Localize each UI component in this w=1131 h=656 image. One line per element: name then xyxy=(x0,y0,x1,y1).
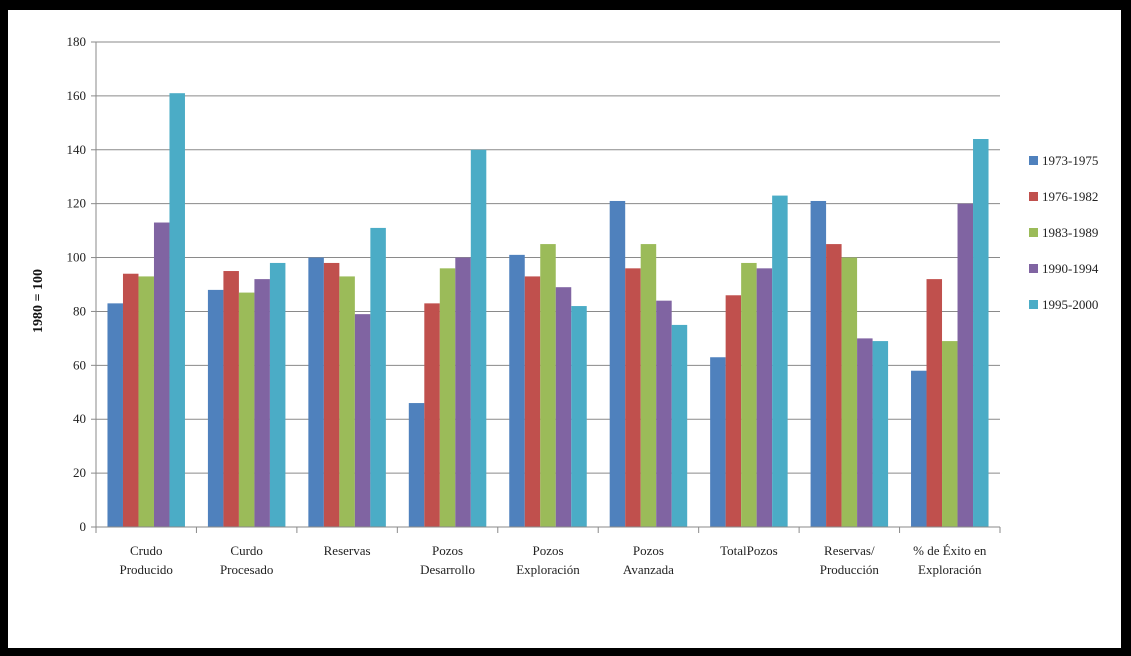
chart-frame: 0 20 40 60 80 100 120 140 160 180 Crudo Producido C… xyxy=(8,10,1121,648)
bar xyxy=(138,276,154,527)
legend-swatch xyxy=(1029,300,1038,309)
bar xyxy=(973,139,989,527)
bar xyxy=(841,257,858,527)
axes xyxy=(95,42,1001,533)
x-tick-label: Producido xyxy=(119,562,172,577)
legend-item: 1976-1982 xyxy=(1029,189,1098,204)
legend-label: 1976-1982 xyxy=(1042,189,1098,204)
bar xyxy=(223,271,239,527)
legend-label: 1995-2000 xyxy=(1042,297,1098,312)
legend-label: 1983-1989 xyxy=(1042,225,1098,240)
y-tick-label: 0 xyxy=(80,519,87,534)
bar xyxy=(455,257,471,527)
y-tick-label: 80 xyxy=(73,303,86,318)
legend: 1973-1975 1976-1982 1983-1989 1990-1994 1995… xyxy=(1029,153,1099,312)
y-tick-label: 140 xyxy=(67,142,87,157)
y-tick-label: 160 xyxy=(67,88,87,103)
bar xyxy=(439,268,456,527)
y-tick-label: 120 xyxy=(67,196,87,211)
bar xyxy=(772,195,788,528)
bar xyxy=(725,295,742,527)
bar xyxy=(370,227,386,527)
legend-item: 1990-1994 xyxy=(1029,261,1099,276)
bar xyxy=(153,222,170,527)
bar xyxy=(656,300,672,527)
legend-item: 1973-1975 xyxy=(1029,153,1098,168)
bar xyxy=(625,268,641,527)
bar xyxy=(424,303,440,527)
x-tick-label: Reservas/ xyxy=(824,543,875,558)
bar xyxy=(207,289,224,527)
x-tick-label: Procesado xyxy=(220,562,273,577)
bars xyxy=(107,93,989,528)
bar xyxy=(107,303,123,527)
bar xyxy=(354,314,371,527)
bar xyxy=(122,273,139,527)
x-tick-label: Curdo xyxy=(230,543,263,558)
bar xyxy=(238,292,255,527)
bar xyxy=(942,341,958,527)
bar xyxy=(857,338,873,527)
y-tick-label: 60 xyxy=(73,357,86,372)
bar xyxy=(571,306,587,527)
bar xyxy=(872,341,889,527)
legend-item: 1983-1989 xyxy=(1029,225,1098,240)
bar xyxy=(509,254,525,527)
x-tick-label: Exploración xyxy=(918,562,982,577)
y-tick-label: 180 xyxy=(67,34,87,49)
x-tick-label: Reservas xyxy=(324,543,371,558)
bar xyxy=(339,276,355,527)
bar xyxy=(741,262,757,527)
x-tick-label: Pozos xyxy=(633,543,664,558)
legend-label: 1973-1975 xyxy=(1042,153,1098,168)
bar xyxy=(269,262,286,527)
bar xyxy=(671,324,688,527)
x-tick-label: Producción xyxy=(820,562,880,577)
bar xyxy=(254,279,270,527)
legend-swatch xyxy=(1029,228,1038,237)
x-tick-label: Pozos xyxy=(432,543,463,558)
bar xyxy=(555,287,572,527)
bar xyxy=(470,149,487,527)
bar xyxy=(640,244,657,528)
x-tick-label: Exploración xyxy=(516,562,580,577)
y-axis-label: 1980 = 100 xyxy=(31,269,46,333)
bar xyxy=(540,244,556,528)
x-tick-label: Desarrollo xyxy=(420,562,475,577)
bar xyxy=(957,203,974,527)
y-tick-label: 40 xyxy=(73,411,86,426)
legend-swatch xyxy=(1029,192,1038,201)
x-tick-label: Avanzada xyxy=(623,562,674,577)
bar xyxy=(926,279,943,527)
bar xyxy=(756,268,773,527)
y-tick-label: 20 xyxy=(73,465,86,480)
x-tick-label: Pozos xyxy=(532,543,563,558)
legend-swatch xyxy=(1029,156,1038,165)
bar xyxy=(308,257,324,527)
x-tick-label: Crudo xyxy=(130,543,163,558)
x-tick-label: TotalPozos xyxy=(720,543,778,558)
bar xyxy=(524,276,541,527)
bar xyxy=(169,93,185,527)
legend-label: 1990-1994 xyxy=(1042,261,1099,276)
y-axis-ticks: 0 20 40 60 80 100 120 140 160 180 xyxy=(67,34,96,534)
x-tick-label: % de Éxito en xyxy=(913,543,987,558)
bar xyxy=(710,357,726,527)
bar xyxy=(911,370,927,527)
legend-swatch xyxy=(1029,264,1038,273)
bar xyxy=(826,244,842,528)
legend-item: 1995-2000 xyxy=(1029,297,1098,312)
bar xyxy=(810,200,827,527)
bar xyxy=(609,200,626,527)
bar xyxy=(408,403,425,527)
y-tick-label: 100 xyxy=(67,250,87,265)
x-axis-labels: Crudo Producido Curdo Procesado Reservas Pozo… xyxy=(119,543,986,577)
bar xyxy=(323,262,340,527)
